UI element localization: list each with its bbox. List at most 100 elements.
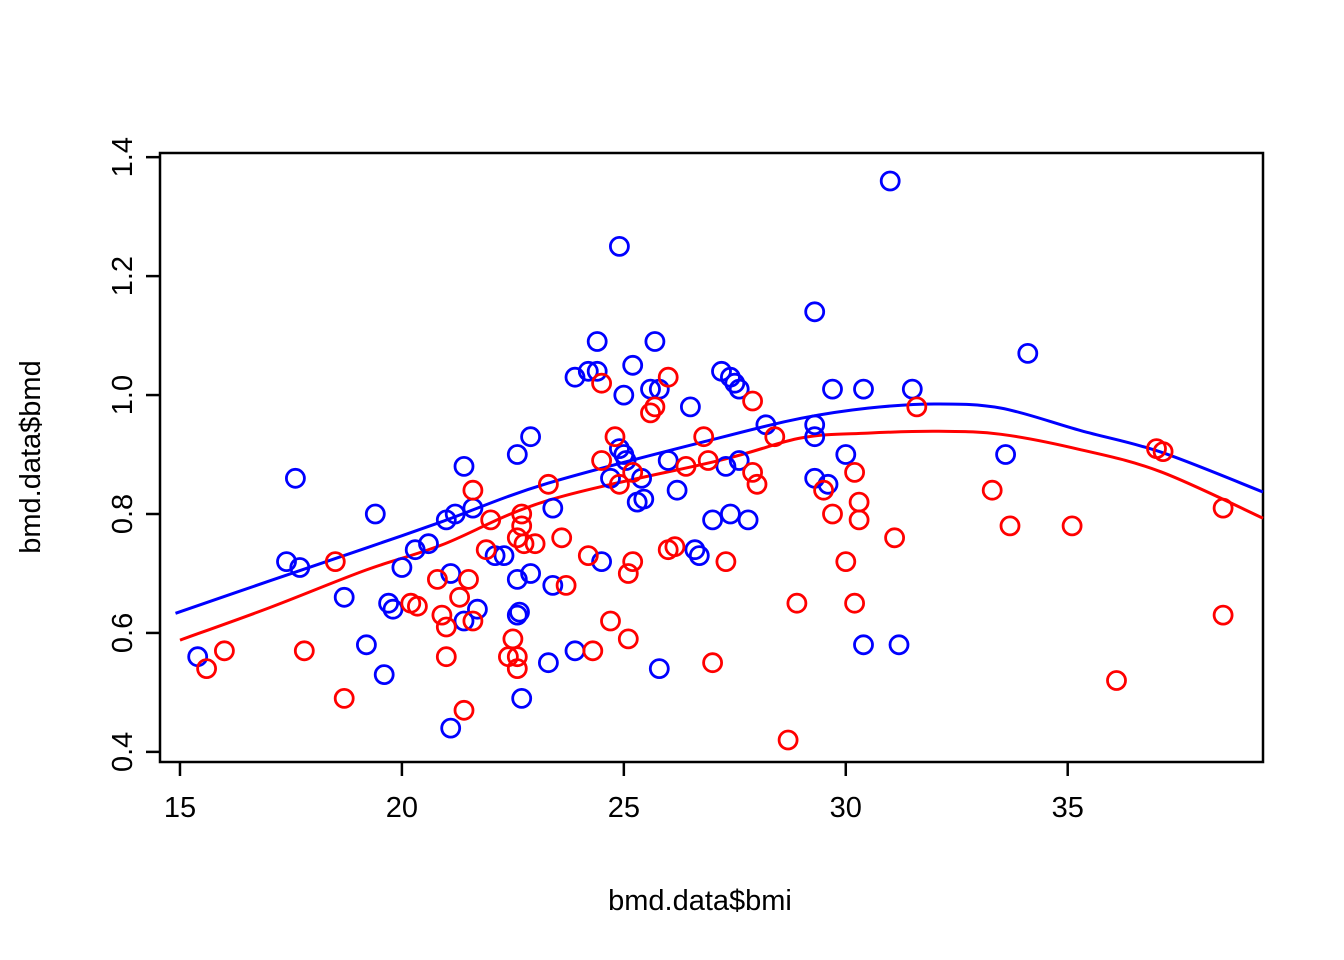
data-point-blue bbox=[680, 396, 701, 418]
data-point-blue bbox=[289, 557, 311, 578]
data-point-red bbox=[475, 539, 497, 561]
data-point-blue bbox=[586, 331, 608, 352]
data-point-red bbox=[844, 461, 865, 483]
data-point-red bbox=[324, 551, 346, 572]
data-point-red bbox=[600, 610, 621, 632]
data-point-red bbox=[506, 658, 528, 679]
data-point-red bbox=[715, 551, 737, 572]
data-point-red bbox=[622, 551, 644, 572]
data-point-red bbox=[458, 569, 479, 590]
data-point-blue bbox=[666, 479, 688, 501]
data-point-red bbox=[453, 699, 475, 721]
data-point-blue bbox=[622, 354, 644, 376]
data-point-red bbox=[640, 402, 661, 424]
data-point-blue bbox=[506, 444, 528, 465]
data-point-blue bbox=[564, 640, 586, 662]
data-point-red bbox=[406, 595, 428, 617]
data-point-red bbox=[999, 515, 1021, 537]
data-point-blue bbox=[440, 563, 462, 584]
data-point-blue bbox=[391, 557, 413, 578]
data-point-red bbox=[591, 450, 612, 471]
data-point-red bbox=[702, 652, 723, 674]
y-tick-label: 1.0 bbox=[107, 375, 139, 415]
red-smooth-fit-curve bbox=[179, 429, 1264, 642]
data-point-blue bbox=[1017, 342, 1039, 364]
data-point-red bbox=[449, 586, 471, 608]
data-point-blue bbox=[804, 414, 826, 436]
data-point-red bbox=[511, 503, 533, 525]
y-tick-label: 1.2 bbox=[107, 256, 139, 296]
data-point-red bbox=[582, 640, 604, 662]
data-point-blue bbox=[901, 378, 923, 400]
y-tick-label: 0.4 bbox=[107, 732, 139, 772]
data-point-blue bbox=[418, 533, 439, 555]
data-point-blue bbox=[724, 372, 746, 394]
x-tick-label: 25 bbox=[608, 792, 640, 824]
data-point-blue bbox=[615, 450, 637, 471]
data-point-blue bbox=[804, 426, 826, 448]
data-point-blue bbox=[586, 360, 608, 382]
data-point-red bbox=[746, 473, 768, 495]
data-point-red bbox=[480, 509, 502, 531]
data-point-blue bbox=[657, 450, 679, 471]
data-point-red bbox=[1212, 497, 1234, 519]
data-point-blue bbox=[378, 592, 400, 614]
data-point-blue bbox=[591, 551, 612, 572]
data-point-blue bbox=[609, 235, 630, 257]
data-point-red bbox=[764, 426, 786, 448]
data-point-red bbox=[1106, 670, 1127, 691]
plot-border bbox=[158, 151, 1265, 764]
data-point-red bbox=[777, 729, 799, 751]
data-point-blue bbox=[853, 634, 874, 656]
data-point-blue bbox=[444, 503, 466, 525]
data-point-red bbox=[462, 479, 484, 501]
data-point-blue bbox=[644, 331, 666, 352]
data-point-blue bbox=[888, 634, 910, 656]
data-point-blue bbox=[355, 634, 377, 656]
data-point-blue bbox=[440, 717, 462, 739]
data-point-red bbox=[848, 509, 870, 531]
data-point-blue bbox=[613, 384, 635, 406]
data-point-blue bbox=[728, 378, 750, 400]
data-point-blue bbox=[822, 378, 843, 400]
data-point-red bbox=[693, 426, 715, 448]
data-point-blue bbox=[373, 664, 395, 685]
data-point-red bbox=[213, 640, 235, 662]
data-points-layer bbox=[187, 170, 1234, 751]
data-point-red bbox=[884, 527, 905, 549]
data-point-blue bbox=[688, 545, 710, 566]
data-point-red bbox=[822, 503, 843, 525]
data-point-red bbox=[1152, 441, 1174, 463]
data-point-red bbox=[742, 390, 763, 412]
data-point-red bbox=[513, 533, 535, 555]
data-point-red bbox=[551, 527, 573, 549]
data-point-red bbox=[506, 646, 528, 668]
data-point-blue bbox=[453, 610, 475, 632]
x-tick-label: 35 bbox=[1052, 792, 1084, 824]
data-point-blue bbox=[509, 601, 530, 623]
data-point-blue bbox=[187, 646, 209, 668]
data-point-red bbox=[462, 610, 484, 632]
data-point-blue bbox=[453, 455, 475, 477]
data-point-blue bbox=[633, 488, 655, 510]
y-tick-label: 0.8 bbox=[107, 494, 139, 534]
blue-smooth-fit-curve bbox=[175, 402, 1264, 615]
data-point-red bbox=[196, 658, 218, 679]
data-point-blue bbox=[511, 688, 533, 709]
data-point-blue bbox=[995, 444, 1016, 465]
data-point-blue bbox=[702, 509, 723, 531]
data-point-blue bbox=[364, 503, 386, 525]
data-point-blue bbox=[648, 658, 670, 679]
data-point-red bbox=[813, 479, 834, 501]
data-point-blue bbox=[542, 575, 564, 596]
data-point-red bbox=[524, 533, 546, 555]
data-point-red bbox=[426, 569, 448, 590]
data-point-red bbox=[675, 455, 697, 477]
data-point-red bbox=[742, 461, 763, 483]
data-point-blue bbox=[538, 652, 559, 674]
data-point-blue bbox=[684, 539, 706, 561]
data-point-red bbox=[617, 628, 639, 650]
y-axis-title: bmd.data$bmd bbox=[15, 360, 47, 553]
data-point-red bbox=[502, 628, 524, 650]
